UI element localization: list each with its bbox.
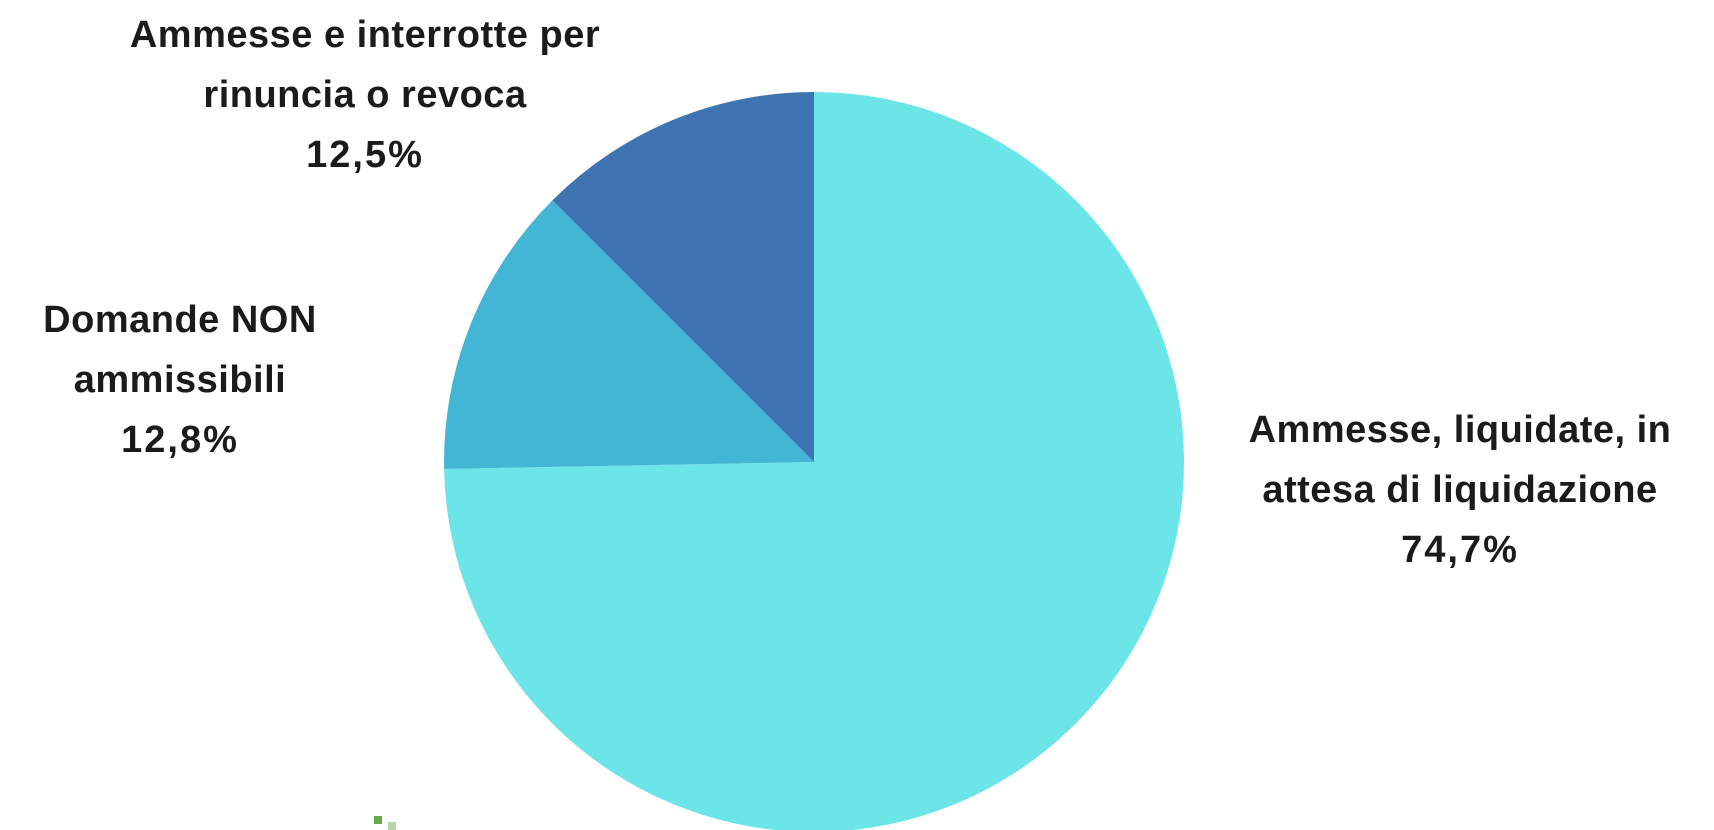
pie-slices bbox=[444, 92, 1184, 830]
slice-label-name-line: attesa di liquidazione bbox=[1262, 469, 1658, 511]
slice-label-value: 12,8% bbox=[121, 419, 239, 461]
slice-label-non-ammissibili: Domande NON ammissibili 12,8% bbox=[0, 290, 360, 470]
pie-slice-1 bbox=[444, 200, 814, 469]
logo-fragment-icon bbox=[388, 822, 396, 830]
slice-label-name-line: Ammesse e interrotte per bbox=[129, 14, 601, 56]
slice-label-value: 12,5% bbox=[306, 134, 424, 176]
logo-fragment-icon bbox=[374, 816, 382, 824]
pie-slice-2 bbox=[552, 92, 814, 462]
slice-label-value: 74,7% bbox=[1401, 529, 1519, 571]
pie-slice-0 bbox=[444, 92, 1184, 830]
slice-label-name-line: rinuncia o revoca bbox=[203, 74, 527, 116]
slice-label-ammesse-liquidate: Ammesse, liquidate, in attesa di liquida… bbox=[1220, 400, 1700, 580]
slice-label-interrotte: Ammesse e interrotte per rinuncia o revo… bbox=[90, 5, 640, 185]
slice-label-name-line: Ammesse, liquidate, in bbox=[1248, 409, 1672, 451]
slice-label-name-line: ammissibili bbox=[73, 359, 287, 401]
slice-label-name-line: Domande NON bbox=[43, 299, 317, 341]
